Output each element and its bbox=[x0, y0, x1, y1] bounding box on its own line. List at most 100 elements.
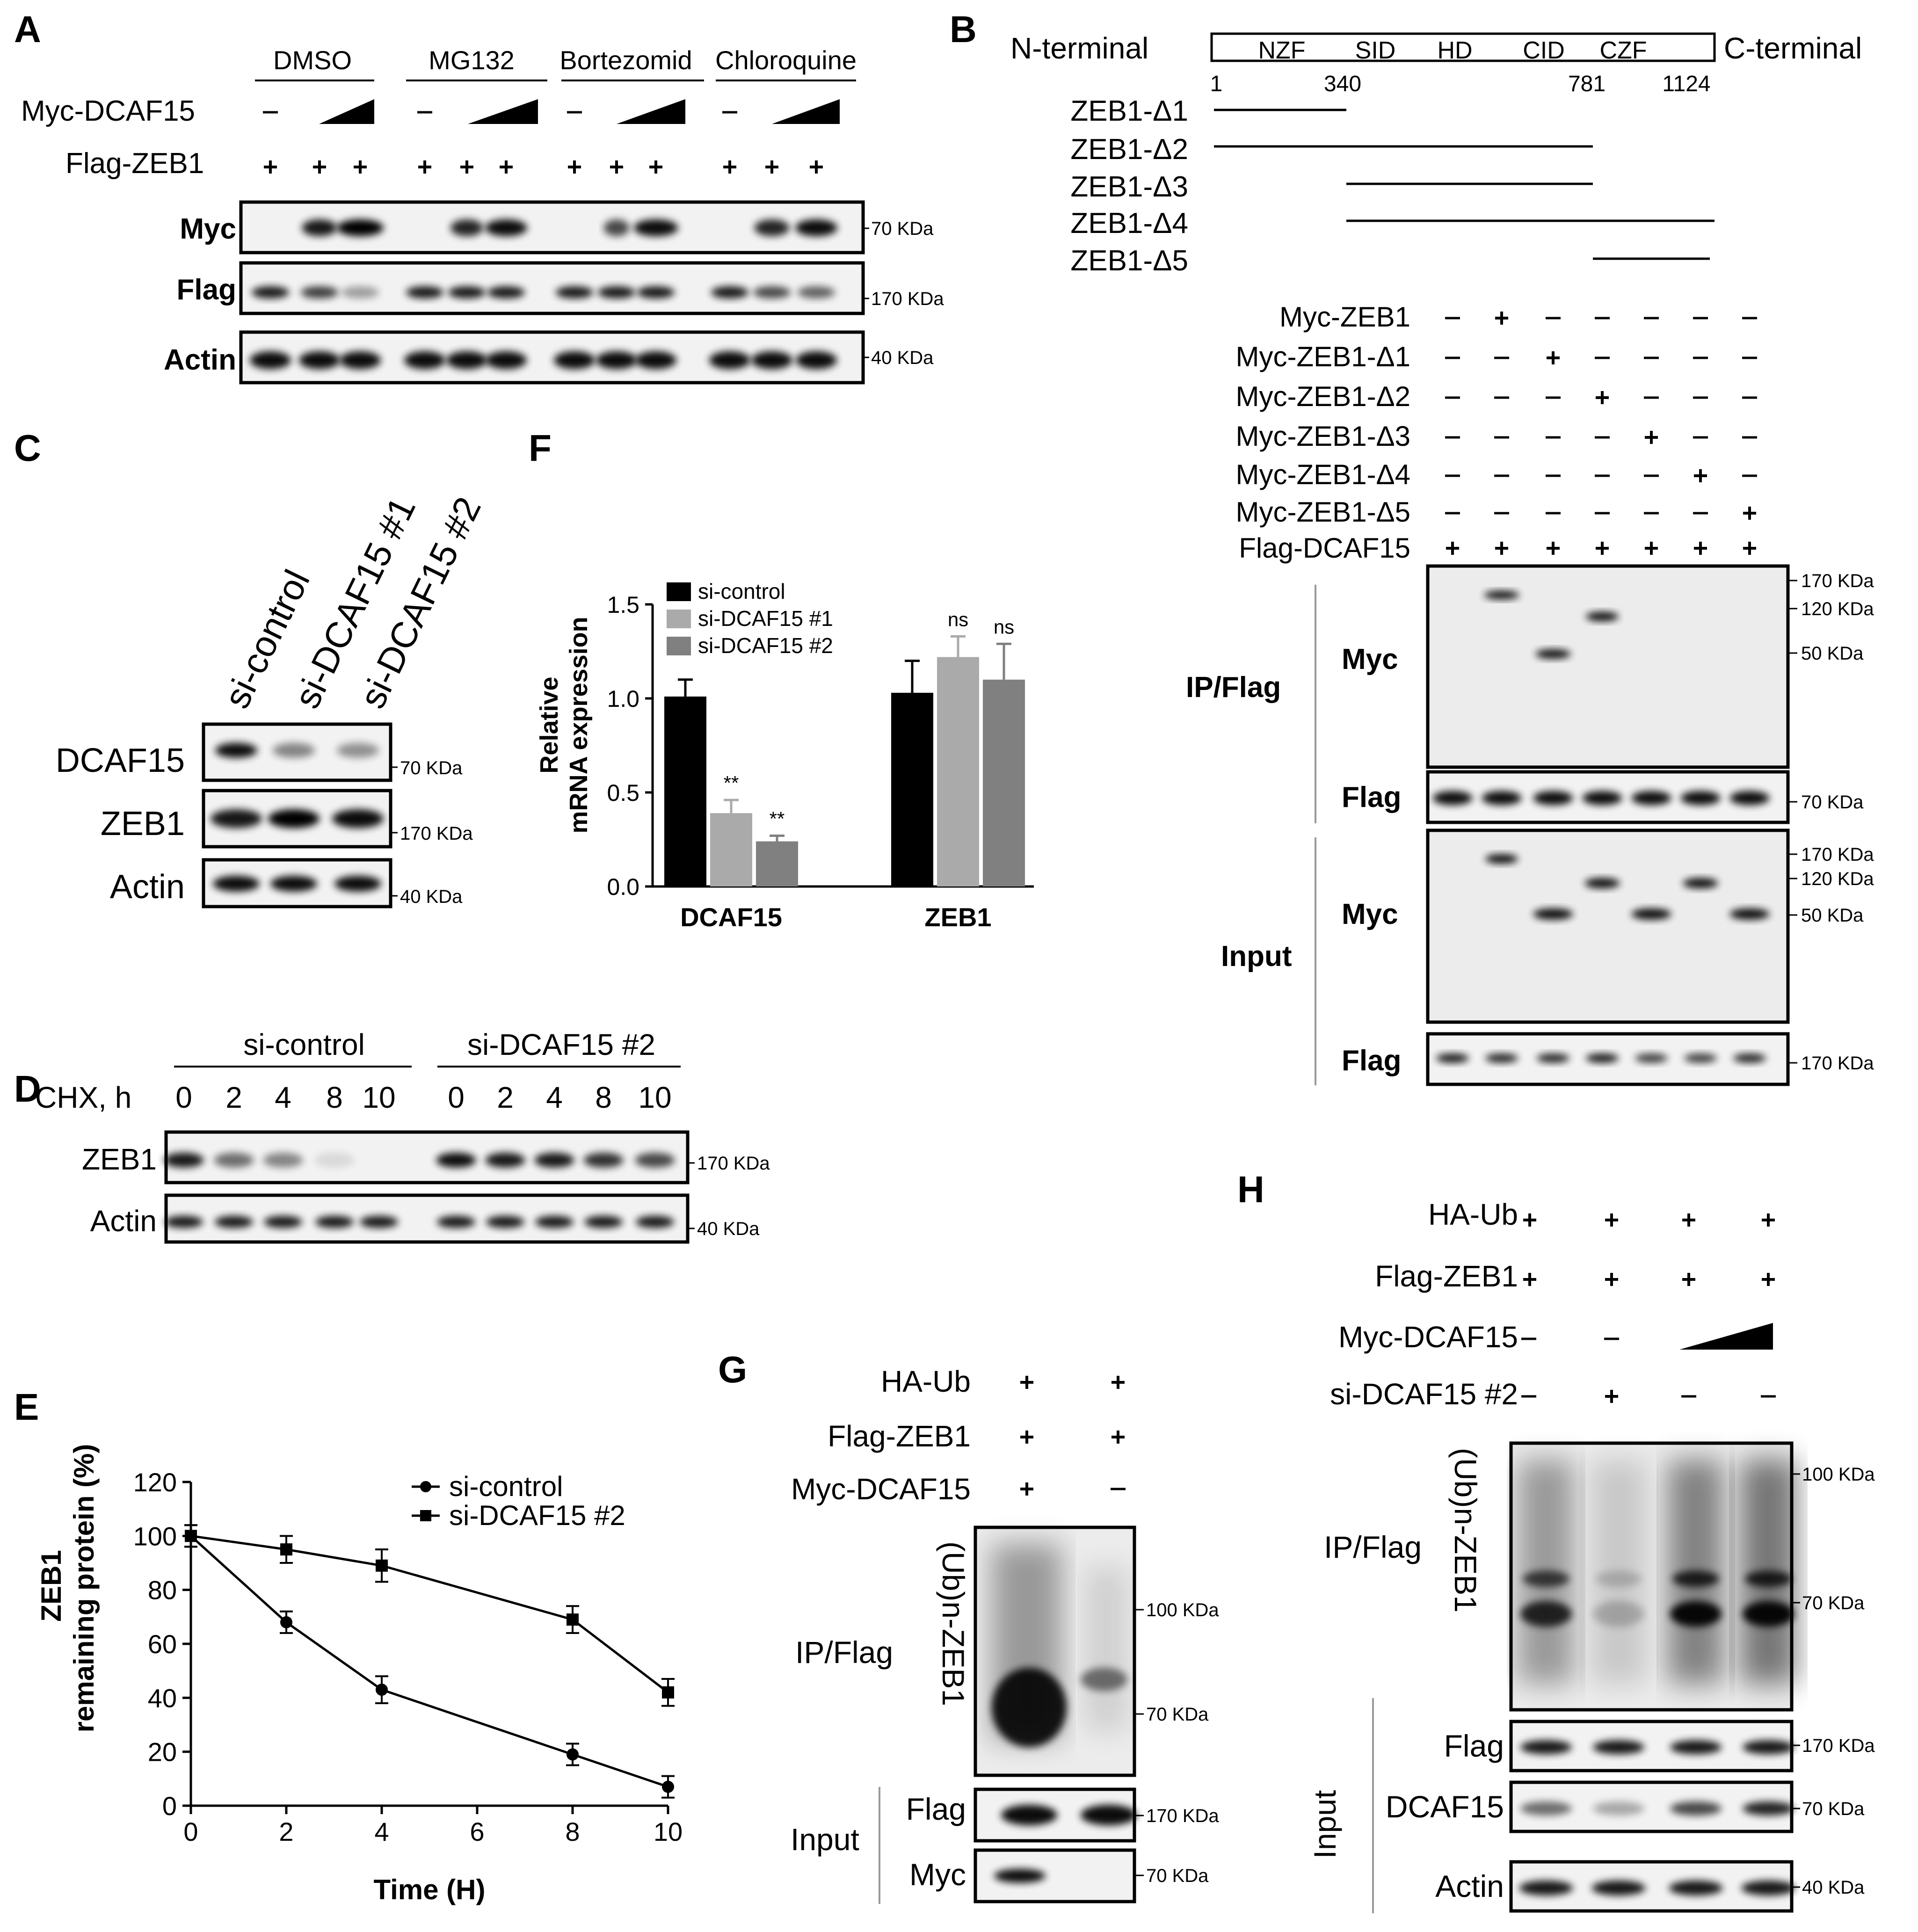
group-label-si-dcaf15-2: si-DCAF15 #2 bbox=[467, 1028, 655, 1061]
ub-band bbox=[1523, 1570, 1569, 1587]
blot-label-zeb1: ZEB1 bbox=[101, 805, 185, 843]
row-label-flag-zeb1: Flag-ZEB1 bbox=[828, 1419, 971, 1453]
myc-band bbox=[1484, 591, 1519, 599]
blot-label-actin: Actin bbox=[90, 1204, 157, 1238]
flag-band bbox=[1582, 791, 1622, 805]
kda-label: 70 KDa bbox=[400, 758, 463, 778]
gradient-wedge bbox=[319, 99, 374, 124]
actin-band bbox=[264, 1216, 302, 1228]
actin-band bbox=[584, 1216, 623, 1228]
flag-band bbox=[448, 286, 486, 298]
row-label-myc-dcaf15: Myc-DCAF15 bbox=[791, 1472, 971, 1506]
zeb1-band bbox=[485, 1153, 525, 1168]
panel-g-letter: G bbox=[718, 1349, 747, 1390]
ip-flag-label: IP/Flag bbox=[1324, 1530, 1422, 1564]
flag-band bbox=[1586, 1053, 1619, 1063]
flag-band bbox=[1684, 1053, 1717, 1063]
kda-label: 70 KDa bbox=[871, 218, 934, 239]
data-point bbox=[662, 1780, 674, 1793]
actin-band bbox=[635, 351, 676, 369]
kda-label: 70 KDa bbox=[1146, 1866, 1209, 1886]
n-terminal-label: N-terminal bbox=[1010, 31, 1148, 65]
y-tick-label: 20 bbox=[148, 1737, 177, 1767]
flag-band bbox=[1631, 791, 1671, 805]
blot-d-zeb1 bbox=[164, 1130, 690, 1184]
blot-label-zeb1: ZEB1 bbox=[82, 1142, 157, 1176]
flag-band bbox=[1520, 1740, 1572, 1754]
flag-band bbox=[1670, 1740, 1722, 1754]
row-label-flag-zeb1: Flag-ZEB1 bbox=[65, 147, 204, 180]
ub-band bbox=[1672, 1570, 1719, 1587]
time-label: 4 bbox=[546, 1081, 563, 1114]
blot-label-myc: Myc bbox=[909, 1857, 966, 1892]
actin-band bbox=[404, 351, 445, 369]
x-tick-label: 10 bbox=[654, 1817, 683, 1846]
time-label: 8 bbox=[326, 1081, 343, 1114]
kda-label: 40 KDa bbox=[400, 886, 463, 907]
actin-band bbox=[486, 351, 527, 369]
row-label-ha-ub: HA-Ub bbox=[1428, 1198, 1518, 1231]
panel-a-treatment-signs bbox=[263, 99, 840, 174]
blot-label-actin: Actin bbox=[1435, 1869, 1504, 1903]
treat-label: Myc-ZEB1 bbox=[1279, 301, 1410, 333]
treat-label: Flag-DCAF15 bbox=[1239, 532, 1410, 564]
myc-band bbox=[450, 219, 483, 236]
y-tick-label: 40 bbox=[148, 1683, 177, 1713]
myc-band bbox=[302, 219, 337, 236]
legend-label: si-DCAF15 #1 bbox=[698, 606, 833, 631]
position-340: 340 bbox=[1324, 72, 1361, 96]
panel-d: D si-control si-DCAF15 #2 CHX, h 0 2 4 8 10 0… bbox=[14, 1028, 770, 1244]
flag-band bbox=[341, 286, 379, 298]
blot-b-ip-myc bbox=[1426, 564, 1790, 769]
row-label-myc-dcaf15: Myc-DCAF15 bbox=[21, 95, 195, 127]
domain-sid: SID bbox=[1355, 37, 1396, 64]
time-label: 10 bbox=[362, 1081, 395, 1114]
flag-band bbox=[637, 286, 675, 298]
flag-band bbox=[252, 286, 289, 298]
flag-band bbox=[1533, 791, 1573, 805]
myc-band bbox=[485, 219, 527, 236]
panel-b: B N-terminal C-terminal NZF SID HD CID C… bbox=[950, 8, 1874, 1086]
actin-band bbox=[636, 1216, 674, 1228]
bar bbox=[937, 657, 979, 886]
ub-band bbox=[1081, 1668, 1127, 1691]
y-tick-label: 0.5 bbox=[607, 780, 639, 806]
flag-band bbox=[301, 286, 338, 298]
significance-label: ns bbox=[948, 608, 968, 630]
legend-swatch bbox=[667, 582, 691, 601]
actin-band bbox=[709, 351, 750, 369]
kda-label: 170 KDa bbox=[1801, 571, 1874, 591]
construct-label: ZEB1-Δ1 bbox=[1070, 95, 1188, 127]
significance-label: ns bbox=[994, 616, 1014, 638]
group-label-mg132: MG132 bbox=[429, 45, 515, 75]
ub-band bbox=[1595, 1570, 1642, 1587]
panel-b-treatment-signs bbox=[1445, 312, 1757, 555]
blot-label-ub-zeb1: (Ub)n-ZEB1 bbox=[1448, 1448, 1483, 1612]
legend-marker bbox=[420, 1510, 431, 1521]
time-label: 2 bbox=[497, 1081, 514, 1114]
panel-c: C si-control si-DCAF15 #1 si-DCAF15 #2 D… bbox=[14, 427, 489, 908]
flag-band bbox=[1482, 791, 1522, 805]
bar bbox=[710, 813, 752, 886]
data-point bbox=[662, 1686, 674, 1699]
treat-label: Myc-ZEB1-Δ4 bbox=[1236, 459, 1410, 490]
flag-band bbox=[1635, 1053, 1668, 1063]
actin-band bbox=[437, 1216, 475, 1228]
actin-band bbox=[486, 1216, 524, 1228]
construct-label: ZEB1-Δ5 bbox=[1070, 245, 1188, 277]
bar bbox=[756, 841, 798, 886]
actin-band bbox=[315, 1216, 354, 1228]
y-axis-label: Relative bbox=[535, 676, 563, 773]
blot-label-flag: Flag bbox=[906, 1792, 966, 1826]
y-tick-label: 80 bbox=[148, 1576, 177, 1605]
ub-band bbox=[1670, 1601, 1722, 1627]
myc-band bbox=[633, 219, 678, 236]
ub-smear bbox=[1085, 1567, 1127, 1731]
panel-h: H HA-Ub Flag-ZEB1 Myc-DCAF15 si-DCAF15 #… bbox=[1237, 1169, 1875, 1913]
panel-e: E ZEB1 remaining protein (%) Time (H) 0 2… bbox=[14, 1386, 683, 1905]
data-point bbox=[376, 1559, 388, 1572]
panel-h-treatment-signs bbox=[1521, 1213, 1776, 1403]
myc-band bbox=[1535, 649, 1571, 659]
gradient-wedge bbox=[772, 99, 840, 124]
actin-band bbox=[360, 1216, 398, 1228]
